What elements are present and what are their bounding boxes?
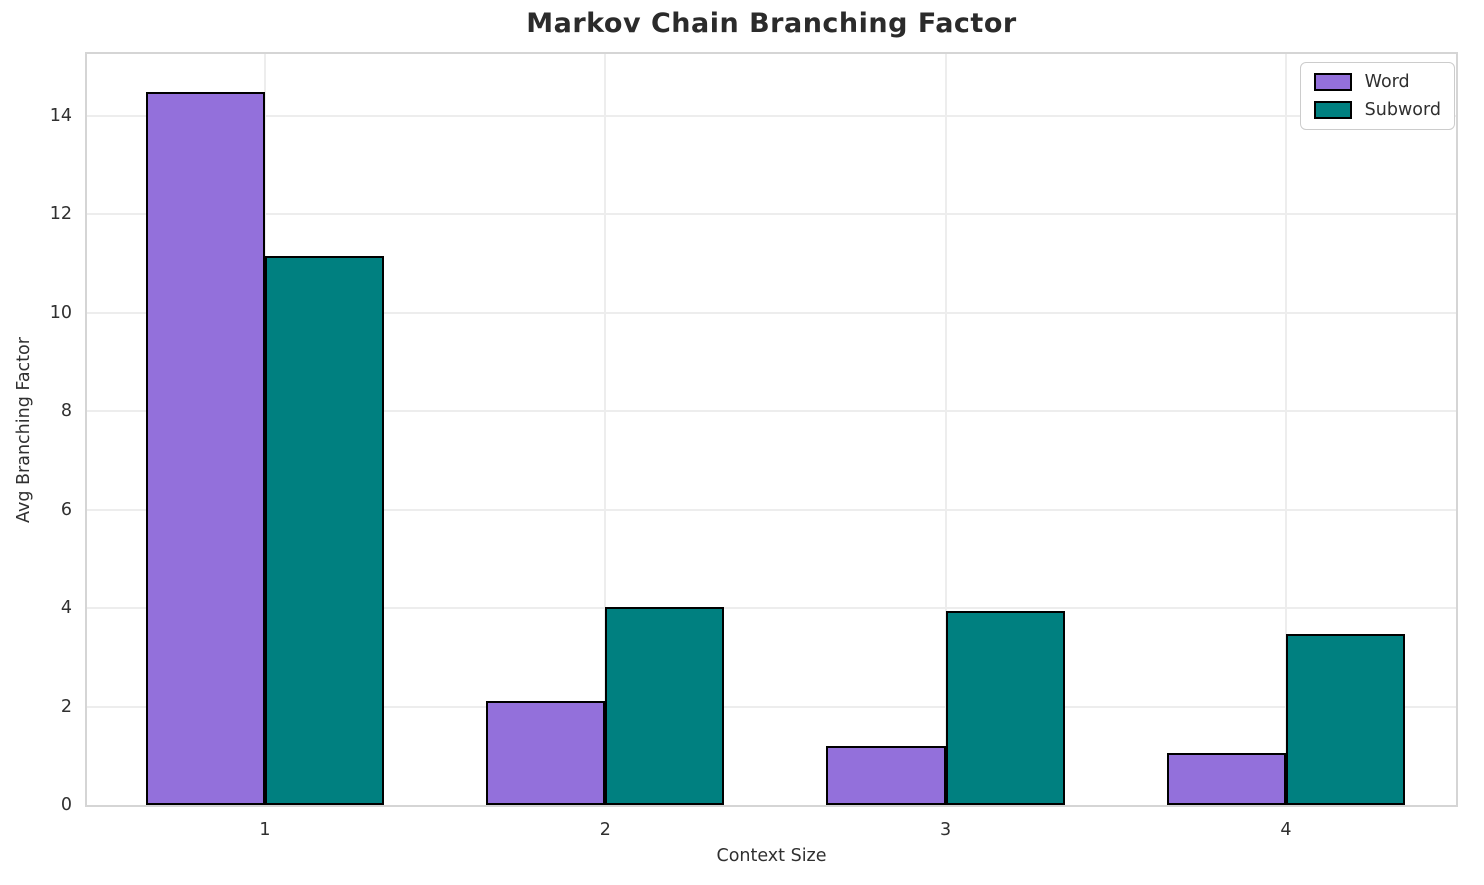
y-tick-label: 6 (60, 499, 72, 520)
y-tick-label: 14 (49, 105, 72, 126)
legend-label: Subword (1364, 100, 1441, 120)
legend-item-subword: Subword (1313, 100, 1441, 120)
legend: Word Subword (1299, 62, 1455, 130)
y-tick-label: 4 (60, 598, 72, 619)
y-tick-label: 0 (60, 795, 72, 815)
x-axis-label: Context Size (716, 846, 827, 866)
h-gridline (87, 213, 1456, 216)
x-tick-label: 2 (599, 820, 611, 840)
y-tick-label: 10 (49, 302, 72, 323)
legend-item-word: Word (1313, 72, 1441, 92)
x-tick-label: 4 (1280, 820, 1292, 840)
bar-subword-2 (605, 607, 725, 805)
v-gridline (944, 54, 947, 805)
h-gridline (87, 311, 1456, 314)
x-tick-label: 1 (259, 820, 271, 840)
y-axis-label: Avg Branching Factor (14, 337, 34, 523)
h-gridline (87, 508, 1456, 511)
h-gridline (87, 114, 1456, 117)
h-gridline (87, 410, 1456, 413)
plot-area: Word Subword (85, 52, 1458, 807)
bar-word-4 (1166, 753, 1286, 805)
h-gridline (87, 705, 1456, 708)
h-gridline (87, 607, 1456, 610)
legend-label: Word (1364, 72, 1410, 92)
bar-subword-1 (265, 255, 385, 805)
y-tick-label: 2 (60, 696, 72, 717)
x-tick-label: 3 (940, 820, 952, 840)
bar-word-3 (826, 745, 946, 805)
bar-word-1 (145, 91, 265, 805)
y-tick-label: 12 (49, 204, 72, 225)
bar-subword-3 (945, 611, 1065, 805)
y-tick-label: 8 (60, 401, 72, 422)
bar-word-2 (486, 700, 606, 805)
legend-swatch-word (1313, 73, 1352, 91)
chart-title: Markov Chain Branching Factor (526, 8, 1017, 39)
legend-swatch-subword (1313, 101, 1352, 119)
v-gridline (604, 54, 607, 805)
v-gridline (1284, 54, 1287, 805)
bar-subword-4 (1285, 633, 1405, 805)
